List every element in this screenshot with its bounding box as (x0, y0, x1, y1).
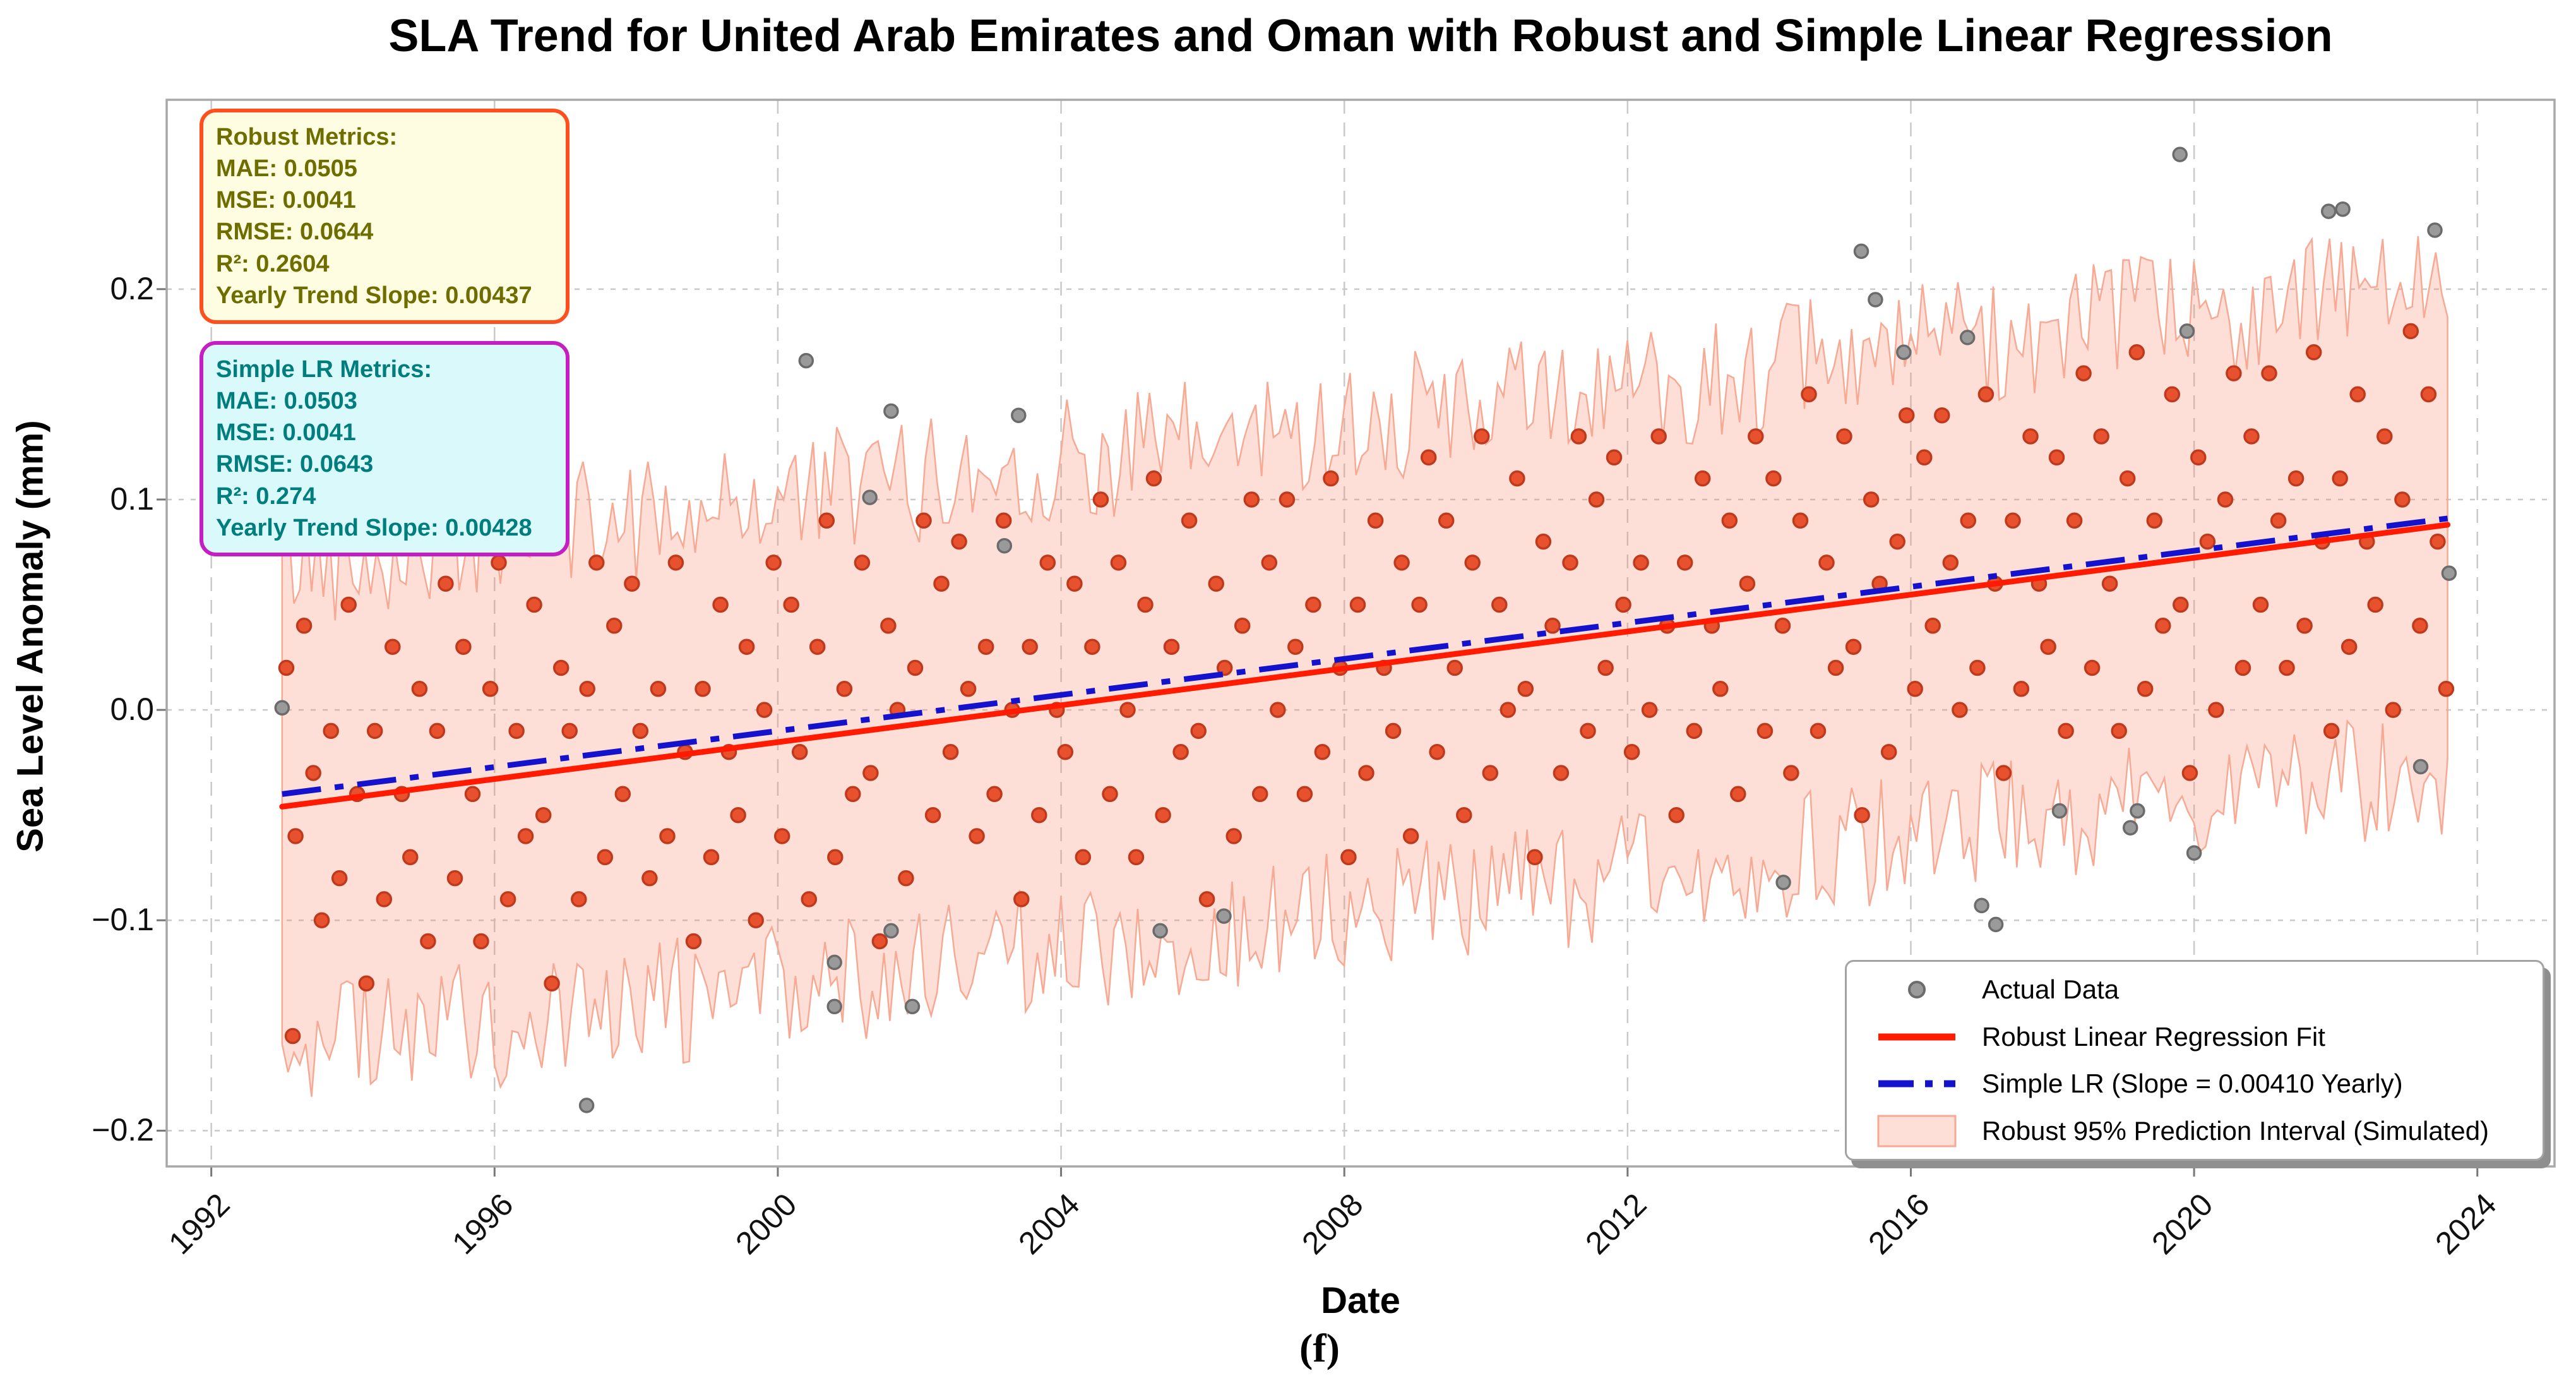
simple-rmse: RMSE: 0.0643 (216, 451, 374, 478)
legend: Actual Data Robust Linear Regression Fit… (1845, 960, 2544, 1161)
y-tick-label: 0.1 (110, 481, 154, 517)
simple-lr-line (282, 515, 2448, 797)
robust-metrics-title: Robust Metrics: (216, 124, 398, 150)
orange-scatter-series (278, 323, 2455, 1045)
red-line-icon (1869, 1032, 1964, 1042)
subfigure-caption: (f) (1299, 1326, 1340, 1370)
robust-rmse: RMSE: 0.0644 (216, 219, 374, 246)
robust-mse: MSE: 0.0041 (216, 187, 356, 214)
y-tick-label: 0.2 (110, 270, 154, 306)
simple-lr-metrics-box: Simple LR Metrics: MAE: 0.0503 MSE: 0.00… (200, 341, 569, 556)
y-tick-label: 0.0 (110, 692, 154, 728)
gray-dot-icon (1869, 976, 1964, 1004)
simple-r2: R²: 0.274 (216, 482, 316, 510)
simple-slope: Yearly Trend Slope: 0.00428 (216, 514, 532, 541)
legend-item-prediction-interval: Robust 95% Prediction Interval (Simulate… (1847, 1108, 2543, 1154)
y-tick-label: −0.2 (92, 1112, 154, 1148)
legend-item-actual-data: Actual Data (1847, 967, 2543, 1012)
robust-fit-line (279, 522, 2451, 810)
legend-item-robust-fit: Robust Linear Regression Fit (1847, 1014, 2543, 1060)
robust-mae: MAE: 0.0505 (216, 155, 357, 183)
y-tick-label: −0.1 (92, 902, 154, 938)
blue-dashdot-line-icon (1869, 1079, 1964, 1089)
legend-label: Actual Data (1982, 974, 2120, 1005)
salmon-patch-icon (1869, 1113, 1964, 1149)
gray-scatter-series (274, 147, 2457, 1113)
robust-slope: Yearly Trend Slope: 0.00437 (216, 282, 532, 309)
x-axis-label: Date (1321, 1280, 1400, 1321)
simple-metrics-title: Simple LR Metrics: (216, 356, 432, 383)
plot-frame (165, 99, 2556, 1168)
chart-title: SLA Trend for United Arab Emirates and O… (388, 11, 2333, 61)
legend-item-simple-lr: Simple LR (Slope = 0.00410 Yearly) (1847, 1061, 2543, 1106)
simple-mse: MSE: 0.0041 (216, 419, 356, 446)
robust-metrics-box: Robust Metrics: MAE: 0.0505 MSE: 0.0041 … (200, 109, 569, 324)
legend-label: Robust 95% Prediction Interval (Simulate… (1982, 1115, 2490, 1146)
robust-r2: R²: 0.2604 (216, 250, 330, 277)
simple-mae: MAE: 0.0503 (216, 388, 357, 415)
legend-label: Robust Linear Regression Fit (1982, 1021, 2325, 1051)
legend-label: Simple LR (Slope = 0.00410 Yearly) (1982, 1069, 2403, 1099)
